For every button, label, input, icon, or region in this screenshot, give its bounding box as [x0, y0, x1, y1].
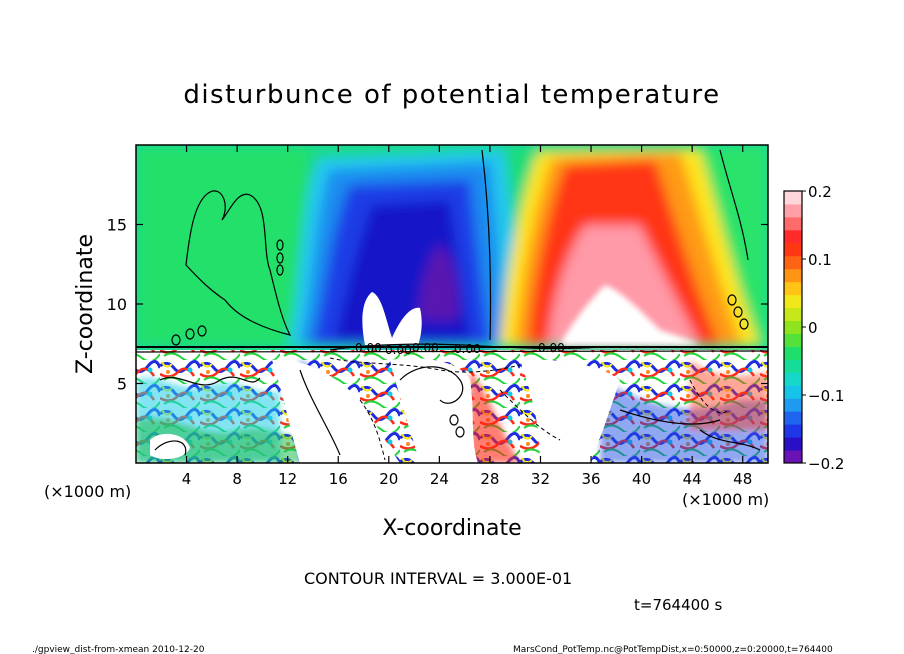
- colorbar-tick-label: 0: [808, 319, 818, 337]
- colorbar-band: [784, 320, 802, 334]
- colorbar-band: [784, 191, 802, 205]
- colorbar-band: [784, 216, 802, 231]
- colorbar-band: [784, 385, 802, 399]
- y-tick-label: 15: [107, 216, 127, 235]
- x-tick-label: 4: [182, 470, 192, 488]
- colorbar-tick-label: 0.2: [808, 183, 832, 201]
- footer-left: ./gpview_dist-from-xmean 2010-12-20: [32, 645, 205, 654]
- colorbar-band: [784, 398, 802, 412]
- x-tick-label: 36: [581, 470, 600, 488]
- colorbar-band: [784, 268, 802, 283]
- y-unit-note: (×1000 m): [44, 482, 131, 501]
- y-axis-label: Z-coordinate: [73, 234, 98, 374]
- contour-label: 0.00: [454, 342, 481, 356]
- colorbar: [784, 191, 802, 464]
- x-tick-label: 40: [632, 470, 651, 488]
- colorbar-tick-label: −0.2: [808, 455, 844, 473]
- y-tick-label: 10: [107, 295, 127, 314]
- time-text: t=764400 s: [634, 596, 722, 614]
- colorbar-band: [784, 424, 802, 438]
- contour-label: 0.00: [355, 341, 382, 355]
- colorbar-band: [784, 229, 802, 244]
- colorbar-band: [784, 359, 802, 373]
- colorbar-band: [784, 255, 802, 270]
- colorbar-band: [784, 203, 802, 218]
- colorbar-tick-label: −0.1: [808, 387, 844, 405]
- colorbar-band: [784, 437, 802, 451]
- footer-right: MarsCond_PotTemp.nc@PotTempDist,x=0:5000…: [513, 645, 833, 654]
- colorbar-band: [784, 372, 802, 386]
- x-tick-label: 48: [733, 470, 752, 488]
- y-tick-label: 5: [117, 375, 127, 394]
- x-axis-label: X-coordinate: [382, 516, 521, 541]
- contour-label: 0.00: [538, 341, 565, 355]
- heatmap-field: 0.00 0.00 0.00 0.00 0.00: [136, 145, 768, 463]
- y-axis-ticks: 5 10 15: [107, 216, 768, 394]
- x-tick-label: 16: [329, 470, 348, 488]
- colorbar-band: [784, 307, 802, 322]
- chart-title: disturbunce of potential temperature: [183, 80, 720, 110]
- x-tick-label: 32: [531, 470, 550, 488]
- colorbar-ticks: 0.2 0.1 0 −0.1 −0.2: [802, 183, 844, 473]
- x-tick-label: 20: [379, 470, 398, 488]
- colorbar-band: [784, 281, 802, 296]
- x-tick-label: 44: [683, 470, 702, 488]
- colorbar-band: [784, 294, 802, 309]
- colorbar-band: [784, 346, 802, 360]
- colorbar-band: [784, 411, 802, 425]
- x-tick-label: 12: [278, 470, 297, 488]
- x-tick-label: 24: [430, 470, 449, 488]
- colorbar-band: [784, 242, 802, 257]
- x-unit-note: (×1000 m): [682, 490, 769, 509]
- x-axis-ticks: 4 8 12 16 20 24 28 32 36 40 44 48: [182, 145, 752, 488]
- x-tick-label: 8: [232, 470, 242, 488]
- colorbar-band: [784, 450, 802, 464]
- colorbar-tick-label: 0.1: [808, 251, 832, 269]
- colorbar-band: [784, 333, 802, 347]
- contour-label: 0.00: [412, 341, 439, 355]
- contour-label: 0.00: [385, 343, 412, 357]
- contour-interval-text: CONTOUR INTERVAL = 3.000E-01: [304, 569, 572, 588]
- x-tick-label: 28: [480, 470, 499, 488]
